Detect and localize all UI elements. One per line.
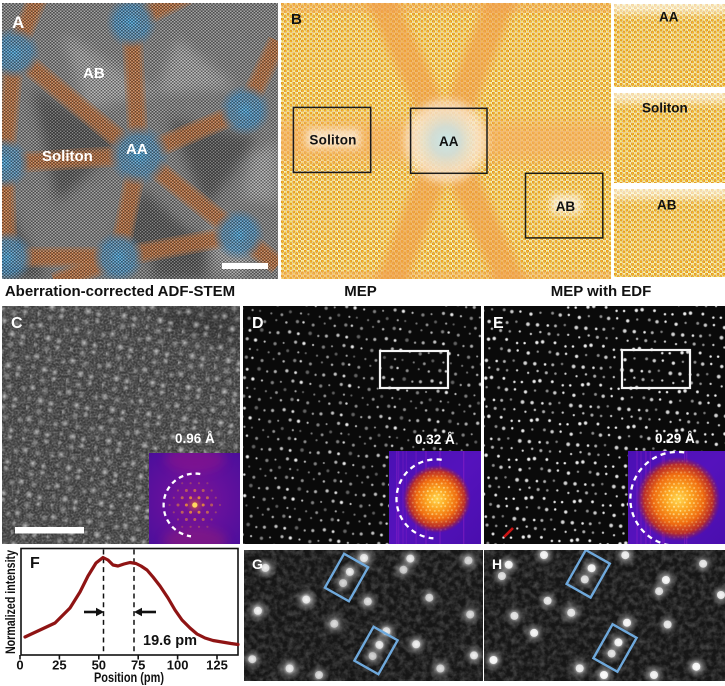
svg-text:19.6 pm: 19.6 pm xyxy=(143,633,197,649)
svg-text:B: B xyxy=(291,11,302,28)
svg-text:E: E xyxy=(493,315,504,332)
svg-text:Normalized intensity: Normalized intensity xyxy=(3,550,18,654)
svg-text:AB: AB xyxy=(556,199,576,214)
svg-text:D: D xyxy=(252,315,264,332)
svg-text:H: H xyxy=(492,556,502,572)
svg-text:100: 100 xyxy=(167,658,189,673)
svg-text:F: F xyxy=(30,555,40,572)
svg-text:G: G xyxy=(252,556,263,572)
svg-text:AA: AA xyxy=(659,10,679,25)
svg-text:Position (pm): Position (pm) xyxy=(94,670,164,685)
svg-text:125: 125 xyxy=(206,658,228,673)
svg-text:AB: AB xyxy=(83,65,105,82)
svg-text:0: 0 xyxy=(16,658,23,673)
svg-text:AB: AB xyxy=(657,198,677,213)
svg-text:75: 75 xyxy=(131,658,145,673)
svg-text:A: A xyxy=(12,13,24,32)
svg-text:0.96 Å: 0.96 Å xyxy=(175,431,215,446)
svg-text:50: 50 xyxy=(92,658,106,673)
svg-text:Soliton: Soliton xyxy=(309,133,356,148)
svg-text:AA: AA xyxy=(126,141,148,158)
svg-text:Soliton: Soliton xyxy=(42,148,93,165)
svg-text:C: C xyxy=(11,315,23,332)
svg-text:0.32 Å: 0.32 Å xyxy=(415,432,455,447)
svg-text:0.29 Å: 0.29 Å xyxy=(655,431,695,446)
svg-text:25: 25 xyxy=(52,658,66,673)
svg-text:Soliton: Soliton xyxy=(642,100,688,115)
svg-text:AA: AA xyxy=(439,134,459,149)
